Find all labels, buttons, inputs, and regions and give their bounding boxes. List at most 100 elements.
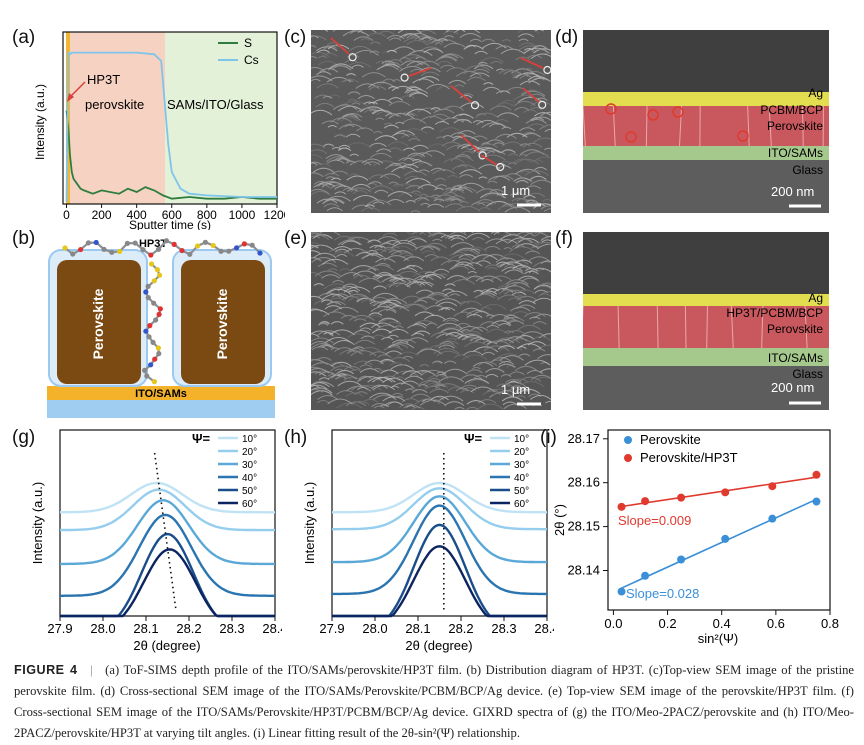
grain-edge-tex-c-471 [311, 172, 324, 178]
grain-edge-tex-e-513 [330, 347, 340, 350]
grain-edge-tex-c-266 [332, 30, 355, 32]
grain-edge-tex-c-296 [311, 67, 326, 73]
grain-edge-tex-e-424 [350, 368, 361, 372]
atom-gap-1 [154, 267, 160, 273]
void-marker-3 [625, 131, 637, 143]
grain-edge-tex-c-353 [414, 35, 436, 41]
data-point-0-3 [721, 534, 730, 543]
grain-edge-tex-c-242 [435, 55, 458, 61]
grain-edge-tex-c-504 [311, 35, 327, 41]
grain-edge-tex-e-624 [379, 300, 389, 304]
grain-edge-tex-c-440 [518, 38, 529, 42]
grain-edge-tex-e-649 [534, 376, 551, 382]
x-tick-label-h-5: 28.4 [534, 621, 554, 636]
x-tick-label-a-1: 200 [92, 208, 112, 222]
grain-edge-tex-c-475 [313, 163, 332, 168]
grain-edge-tex-c-365 [388, 59, 403, 63]
grain-boundary-grains-f-2 [656, 305, 659, 349]
grain-boundary-grains-f-6 [761, 305, 764, 349]
grain-edge-tex-e-625 [517, 388, 541, 395]
grain-edge-tex-e-475 [497, 283, 522, 289]
grain-edge-tex-c-189 [530, 53, 551, 60]
grain-edge-tex-c-77 [477, 201, 493, 206]
grain-edge-tex-c-387 [443, 192, 458, 196]
x-tick-label-h-1: 28.0 [362, 621, 387, 636]
grain-boundary-grains-f-7 [804, 305, 808, 349]
grain-edge-tex-e-281 [385, 283, 399, 288]
grain-edge-tex-c-321 [405, 113, 415, 117]
grain-edge-tex-c-356 [544, 128, 551, 133]
glass-region [165, 32, 277, 204]
grain-edge-tex-c-251 [500, 90, 510, 94]
grain-edge-tex-c-332 [542, 198, 551, 202]
grain-edge-tex-c-410 [326, 76, 352, 83]
grain-edge-tex-c-328 [529, 107, 543, 111]
grain-edge-tex-c-474 [311, 162, 318, 166]
legend-label-h-2: 30° [514, 460, 529, 471]
grain-boundary-grains-f-4 [706, 305, 708, 349]
grain-edge-tex-c-158 [519, 127, 536, 132]
grain-edge-tex-c-107 [525, 118, 547, 124]
grain-edge-tex-c-326 [317, 180, 344, 187]
grain-edge-tex-e-142 [414, 311, 435, 317]
grain-edge-tex-e-400 [439, 341, 455, 345]
series-line-s [65, 110, 277, 200]
grain-edge-tex-e-627 [330, 361, 352, 367]
grain-edge-tex-e-568 [329, 329, 355, 336]
grain-edge-tex-e-228 [329, 297, 346, 302]
grain-edge-tex-e-366 [325, 336, 352, 343]
grain-edge-tex-e-618 [438, 273, 448, 276]
grain-edge-tex-e-498 [466, 232, 490, 239]
grain-edge-tex-c-87 [452, 135, 479, 142]
grain-edge-tex-e-460 [467, 270, 477, 274]
grain-edge-tex-c-343 [526, 199, 539, 203]
grain-edge-tex-e-172 [406, 281, 433, 288]
pinhole-6 [538, 100, 547, 109]
grain-edge-tex-e-371 [311, 308, 323, 313]
grain-edge-tex-c-226 [450, 155, 474, 162]
grain-edge-tex-e-512 [382, 396, 406, 402]
grain-edge-tex-e-565 [377, 236, 399, 242]
grain-edge-tex-e-33 [341, 240, 361, 246]
grain-edge-tex-e-187 [311, 257, 337, 263]
grain-edge-tex-c-351 [461, 150, 474, 155]
layer-label-glass-d: Glass [792, 163, 823, 177]
grain-edge-tex-e-7 [475, 292, 500, 299]
grain-edge-tex-e-27 [311, 244, 335, 251]
grain-edge-tex-c-477 [323, 143, 335, 147]
grain-edge-tex-e-451 [496, 383, 511, 388]
pinhole-2 [470, 101, 480, 110]
grain-edge-tex-c-337 [331, 146, 342, 150]
grain-edge-tex-e-296 [458, 253, 477, 259]
grain-edge-tex-c-465 [441, 54, 459, 59]
atom-top-22 [234, 245, 240, 251]
grain-edge-tex-c-379 [387, 191, 413, 197]
grain-edge-tex-c-212 [311, 78, 321, 82]
grain-edge-tex-e-293 [364, 359, 384, 365]
grain-edge-tex-e-548 [492, 391, 511, 396]
series-line-h-0 [332, 481, 547, 514]
grain-edge-tex-e-301 [434, 384, 445, 388]
grain-edge-tex-c-66 [495, 119, 509, 123]
grain-edge-tex-c-196 [374, 189, 389, 194]
grain-edge-tex-c-280 [376, 148, 392, 153]
grain-edge-tex-c-166 [522, 132, 541, 138]
grain-edge-tex-c-309 [382, 78, 396, 83]
x-tick-label-g-1: 28.0 [90, 621, 115, 636]
grain-edge-tex-c-40 [442, 135, 454, 139]
grain-edge-tex-e-278 [403, 256, 425, 262]
grain-edge-tex-c-270 [495, 102, 514, 107]
grain-edge-tex-e-339 [391, 242, 418, 249]
y-tick-label-i-1: 28.15 [567, 519, 600, 534]
grain-edge-tex-c-67 [319, 67, 339, 73]
caption-separator: | [90, 663, 93, 677]
grain-edge-tex-e-612 [348, 295, 372, 301]
grain-edge-tex-c-513 [382, 61, 402, 67]
grain-edge-tex-c-446 [430, 167, 446, 172]
data-point-1-0 [617, 502, 626, 511]
peak-shift-guide-g [153, 452, 177, 612]
grain-edge-tex-c-163 [463, 44, 484, 50]
grain-edge-tex-e-449 [472, 346, 499, 353]
grain-edge-tex-c-17 [351, 102, 361, 105]
grain-edge-tex-c-361 [495, 133, 517, 139]
